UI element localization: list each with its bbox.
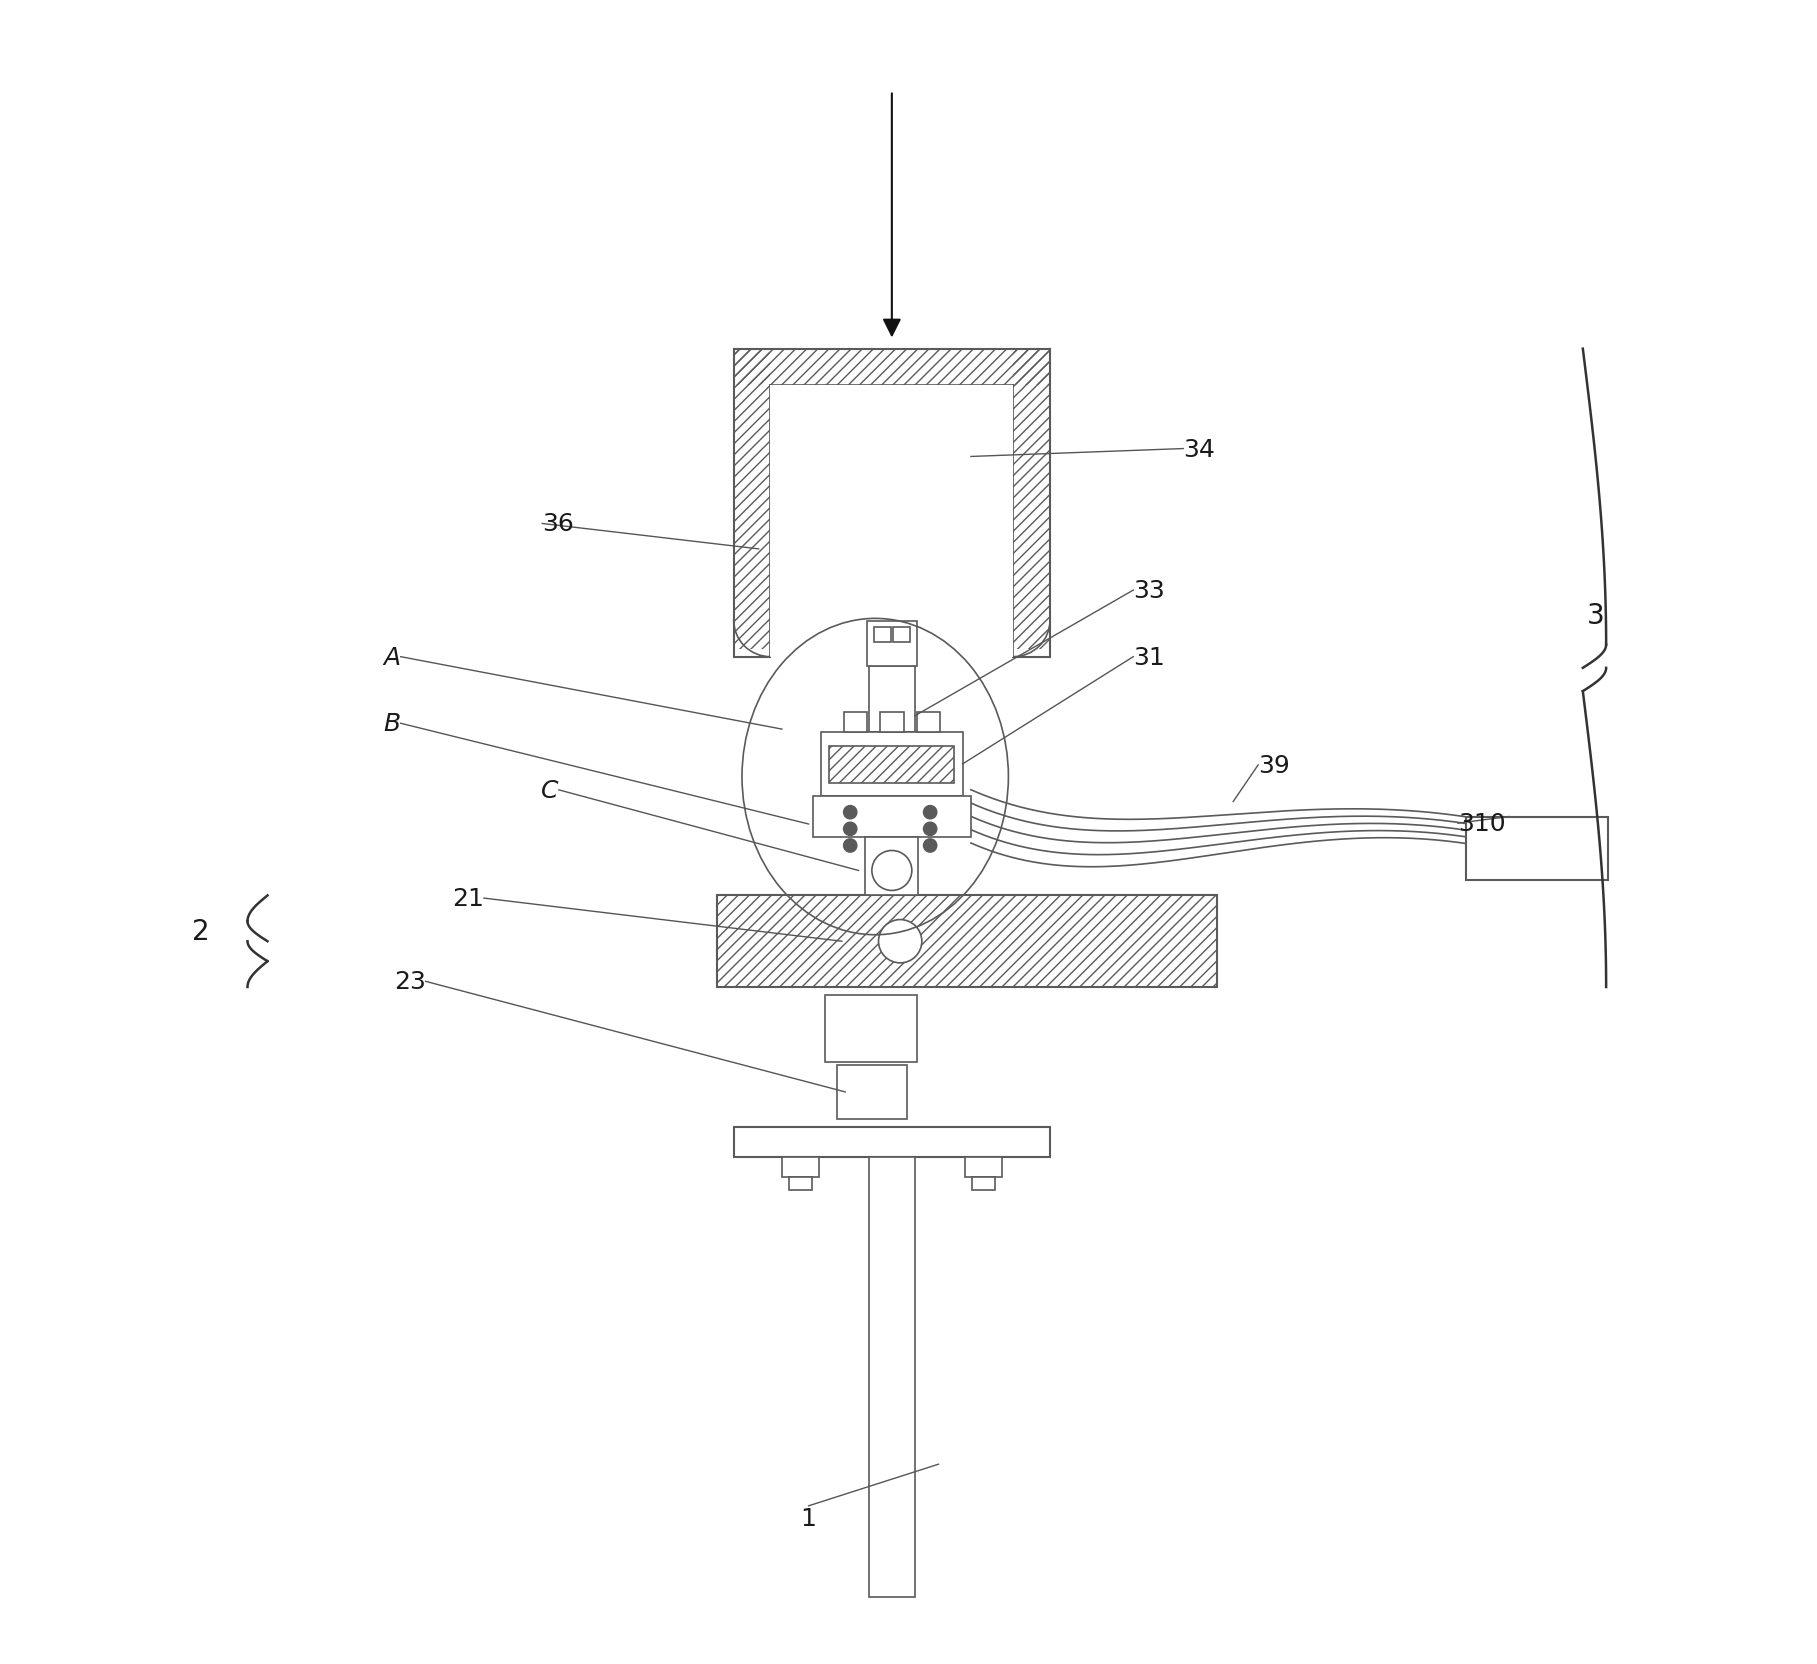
Text: 33: 33 [1134, 579, 1165, 602]
Text: 34: 34 [1183, 438, 1216, 461]
Circle shape [872, 850, 912, 890]
Circle shape [923, 839, 938, 852]
Circle shape [843, 822, 858, 835]
Text: 36: 36 [541, 513, 574, 536]
Circle shape [843, 839, 858, 852]
Bar [789, 1176, 812, 1190]
Bar [869, 666, 916, 732]
Bar [1466, 817, 1608, 880]
Bar [734, 349, 1050, 386]
Text: 21: 21 [452, 887, 483, 910]
Text: 1: 1 [801, 1506, 816, 1529]
Bar [879, 712, 903, 732]
Circle shape [879, 920, 921, 963]
Bar [892, 627, 910, 642]
Bar [874, 627, 890, 642]
Bar [734, 1127, 1050, 1156]
Text: 3: 3 [1588, 602, 1604, 629]
Bar [972, 1176, 996, 1190]
Text: C: C [541, 779, 560, 802]
Text: 23: 23 [394, 970, 425, 993]
Text: A: A [383, 646, 402, 669]
Bar [965, 1156, 1001, 1176]
Text: 31: 31 [1134, 646, 1165, 669]
Circle shape [843, 805, 858, 819]
Text: B: B [383, 712, 402, 735]
Text: 310: 310 [1457, 812, 1506, 835]
Bar [1014, 349, 1050, 651]
Text: 39: 39 [1257, 754, 1290, 777]
Bar [825, 995, 918, 1062]
Bar [867, 621, 918, 666]
Bar [865, 837, 918, 895]
Bar [770, 386, 1014, 657]
Circle shape [923, 805, 938, 819]
Bar [838, 1065, 907, 1118]
Bar [812, 795, 970, 837]
Bar [821, 732, 963, 795]
Text: 2: 2 [193, 919, 209, 945]
Bar [869, 1156, 916, 1597]
Bar [718, 895, 1217, 987]
Bar [781, 1156, 819, 1176]
Bar [734, 349, 770, 651]
Circle shape [923, 822, 938, 835]
Bar [843, 712, 867, 732]
Bar [829, 747, 954, 784]
Bar [918, 712, 939, 732]
